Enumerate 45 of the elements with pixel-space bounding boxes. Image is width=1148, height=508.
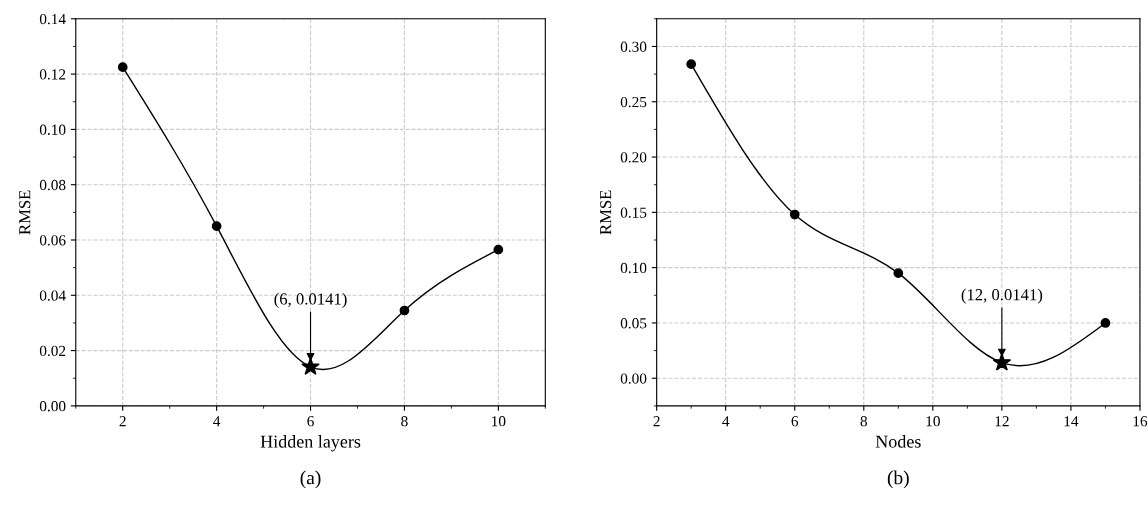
text: (a) bbox=[300, 470, 321, 489]
point bbox=[493, 244, 504, 255]
y-tick-label: 0.20 bbox=[620, 152, 647, 163]
point bbox=[686, 59, 697, 70]
y-tick-label: 0.05 bbox=[620, 318, 647, 329]
x-tick-label: 4 bbox=[213, 416, 221, 427]
y-tick-label: 0.04 bbox=[39, 290, 66, 301]
x-tick-label: 8 bbox=[860, 416, 868, 427]
point bbox=[893, 268, 904, 279]
y-axis-title: RMSE bbox=[600, 190, 612, 235]
y-tick-label: 0.00 bbox=[39, 401, 66, 412]
x-tick-label: 10 bbox=[926, 416, 940, 427]
x-tick-label: 2 bbox=[119, 416, 126, 427]
x-tick-label: 12 bbox=[995, 416, 1009, 427]
point bbox=[117, 62, 128, 73]
point bbox=[399, 305, 410, 316]
y-tick-label: 0.00 bbox=[620, 373, 647, 384]
y-tick-label: 0.02 bbox=[39, 345, 66, 357]
y-tick-label: 0.10 bbox=[39, 124, 66, 135]
y-tick-label: 0.25 bbox=[620, 96, 647, 108]
annotation: (12, 0.0141) bbox=[961, 288, 1043, 304]
x-tick-label: 8 bbox=[401, 416, 408, 427]
text: (b) bbox=[887, 470, 909, 489]
x-tick-label: 10 bbox=[492, 416, 506, 427]
y-axis-title: RMSE bbox=[19, 190, 31, 235]
x-tick-label: 4 bbox=[722, 416, 730, 427]
y-tick-label: 0.08 bbox=[39, 179, 66, 191]
point bbox=[789, 209, 800, 220]
x-axis-title: Hidden layers bbox=[260, 435, 361, 452]
y-tick-label: 0.12 bbox=[39, 69, 66, 80]
x-tick-label: 6 bbox=[307, 416, 314, 427]
point bbox=[211, 221, 222, 232]
y-tick-label: 0.10 bbox=[620, 262, 647, 274]
x-axis-title: Nodes bbox=[875, 435, 921, 448]
annotation: (6, 0.0141) bbox=[274, 292, 347, 308]
point bbox=[301, 357, 320, 375]
x-tick-label: 6 bbox=[791, 416, 799, 427]
y-tick-label: 0.30 bbox=[620, 41, 647, 52]
y-tick-label: 0.15 bbox=[620, 207, 647, 218]
y-tick-label: 0.14 bbox=[39, 13, 66, 25]
y-tick-label: 0.06 bbox=[39, 235, 66, 246]
point bbox=[1100, 318, 1111, 328]
x-tick-label: 14 bbox=[1064, 416, 1079, 427]
x-tick-label: 16 bbox=[1133, 416, 1148, 427]
x-tick-label: 2 bbox=[653, 416, 660, 427]
